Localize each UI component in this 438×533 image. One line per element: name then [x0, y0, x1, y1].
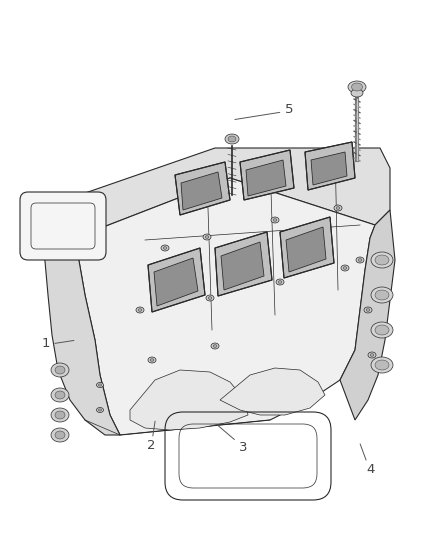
Ellipse shape	[99, 384, 102, 386]
Polygon shape	[220, 368, 325, 415]
Ellipse shape	[356, 257, 364, 263]
Ellipse shape	[371, 252, 393, 268]
Polygon shape	[215, 232, 272, 296]
Ellipse shape	[203, 234, 211, 240]
Ellipse shape	[366, 309, 370, 311]
Ellipse shape	[211, 343, 219, 349]
Ellipse shape	[371, 287, 393, 303]
Ellipse shape	[150, 359, 154, 361]
Ellipse shape	[351, 89, 363, 97]
Polygon shape	[311, 152, 347, 185]
Ellipse shape	[334, 205, 342, 211]
Ellipse shape	[161, 245, 169, 251]
Text: 5: 5	[285, 103, 293, 116]
Ellipse shape	[228, 136, 236, 142]
Ellipse shape	[368, 352, 376, 358]
Polygon shape	[148, 248, 205, 312]
Ellipse shape	[96, 383, 103, 387]
Ellipse shape	[375, 325, 389, 335]
Polygon shape	[340, 210, 395, 420]
Ellipse shape	[364, 307, 372, 313]
Polygon shape	[154, 258, 198, 306]
Ellipse shape	[163, 247, 167, 249]
Ellipse shape	[148, 357, 156, 363]
FancyBboxPatch shape	[20, 192, 106, 260]
Text: 2: 2	[147, 439, 155, 451]
Polygon shape	[286, 227, 326, 272]
Ellipse shape	[213, 345, 217, 348]
Polygon shape	[246, 160, 286, 196]
Ellipse shape	[51, 388, 69, 402]
Polygon shape	[240, 150, 294, 200]
Ellipse shape	[358, 259, 362, 261]
Ellipse shape	[55, 366, 65, 374]
Ellipse shape	[271, 217, 279, 223]
Ellipse shape	[336, 207, 340, 209]
Ellipse shape	[278, 281, 282, 284]
Ellipse shape	[55, 411, 65, 419]
Polygon shape	[181, 172, 222, 210]
Ellipse shape	[99, 409, 102, 411]
Ellipse shape	[136, 307, 144, 313]
Ellipse shape	[343, 266, 347, 269]
Ellipse shape	[208, 297, 212, 300]
Polygon shape	[65, 148, 390, 238]
Ellipse shape	[352, 83, 363, 91]
Ellipse shape	[341, 265, 349, 271]
Polygon shape	[175, 162, 230, 215]
Ellipse shape	[96, 408, 103, 413]
Ellipse shape	[375, 290, 389, 300]
Ellipse shape	[205, 236, 209, 238]
Ellipse shape	[51, 408, 69, 422]
Polygon shape	[280, 217, 334, 278]
Polygon shape	[221, 242, 264, 290]
Ellipse shape	[138, 309, 142, 311]
Polygon shape	[65, 178, 375, 435]
Ellipse shape	[51, 363, 69, 377]
Ellipse shape	[371, 357, 393, 373]
Ellipse shape	[276, 279, 284, 285]
Ellipse shape	[348, 81, 366, 93]
Ellipse shape	[225, 134, 239, 144]
Ellipse shape	[371, 322, 393, 338]
Text: 3: 3	[239, 441, 247, 454]
Polygon shape	[130, 370, 248, 430]
Text: 1: 1	[42, 337, 50, 350]
Ellipse shape	[273, 219, 277, 221]
Text: 4: 4	[366, 463, 374, 475]
Ellipse shape	[375, 255, 389, 265]
Ellipse shape	[206, 295, 214, 301]
Ellipse shape	[55, 431, 65, 439]
Ellipse shape	[55, 391, 65, 399]
Polygon shape	[42, 200, 120, 435]
Ellipse shape	[375, 360, 389, 370]
Ellipse shape	[370, 354, 374, 357]
Ellipse shape	[51, 428, 69, 442]
Polygon shape	[305, 142, 355, 190]
